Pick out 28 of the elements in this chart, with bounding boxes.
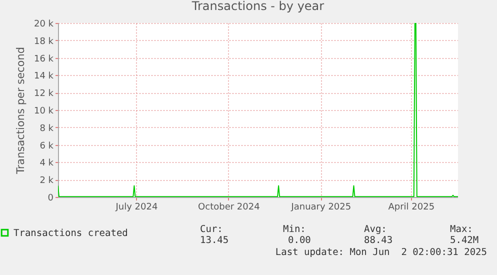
text: 13.45 xyxy=(200,235,229,246)
line-series xyxy=(58,23,458,197)
x-tick-label: January 2025 xyxy=(290,202,352,212)
y-tick-label: 4 k xyxy=(40,158,54,169)
legend-label: Transactions created xyxy=(14,228,128,239)
text: Avg: xyxy=(364,224,387,235)
y-tick-label: 18 k xyxy=(34,36,54,47)
text: Max: xyxy=(450,224,473,235)
chart-title: Transactions - by year xyxy=(190,0,324,13)
y-tick-label: 0 xyxy=(48,194,54,204)
y-tick-label: 20 k xyxy=(34,20,54,30)
y-axis-title: Transactions per second xyxy=(14,46,27,176)
x-tick-label: October 2024 xyxy=(198,202,260,212)
y-tick-label: 14 k xyxy=(34,72,54,82)
y-tick-label: 12 k xyxy=(34,89,54,100)
text: Min: xyxy=(283,224,306,235)
x-tick-label: July 2024 xyxy=(114,202,158,212)
y-tick-label: 2 k xyxy=(40,176,54,186)
y-tick-label: 8 k xyxy=(40,124,54,134)
y-tick-label: 16 k xyxy=(34,54,54,64)
text: 5.42M xyxy=(450,235,479,246)
y-tick-label: 10 k xyxy=(34,106,54,116)
y-tick-label: 6 k xyxy=(40,141,54,152)
text: 0.00 xyxy=(288,235,311,246)
text: Cur: xyxy=(200,224,223,235)
text: Last update: Mon Jun 2 02:00:31 2025 xyxy=(275,247,487,258)
x-tick-label: April 2025 xyxy=(388,202,435,212)
text: 88.43 xyxy=(364,235,393,246)
